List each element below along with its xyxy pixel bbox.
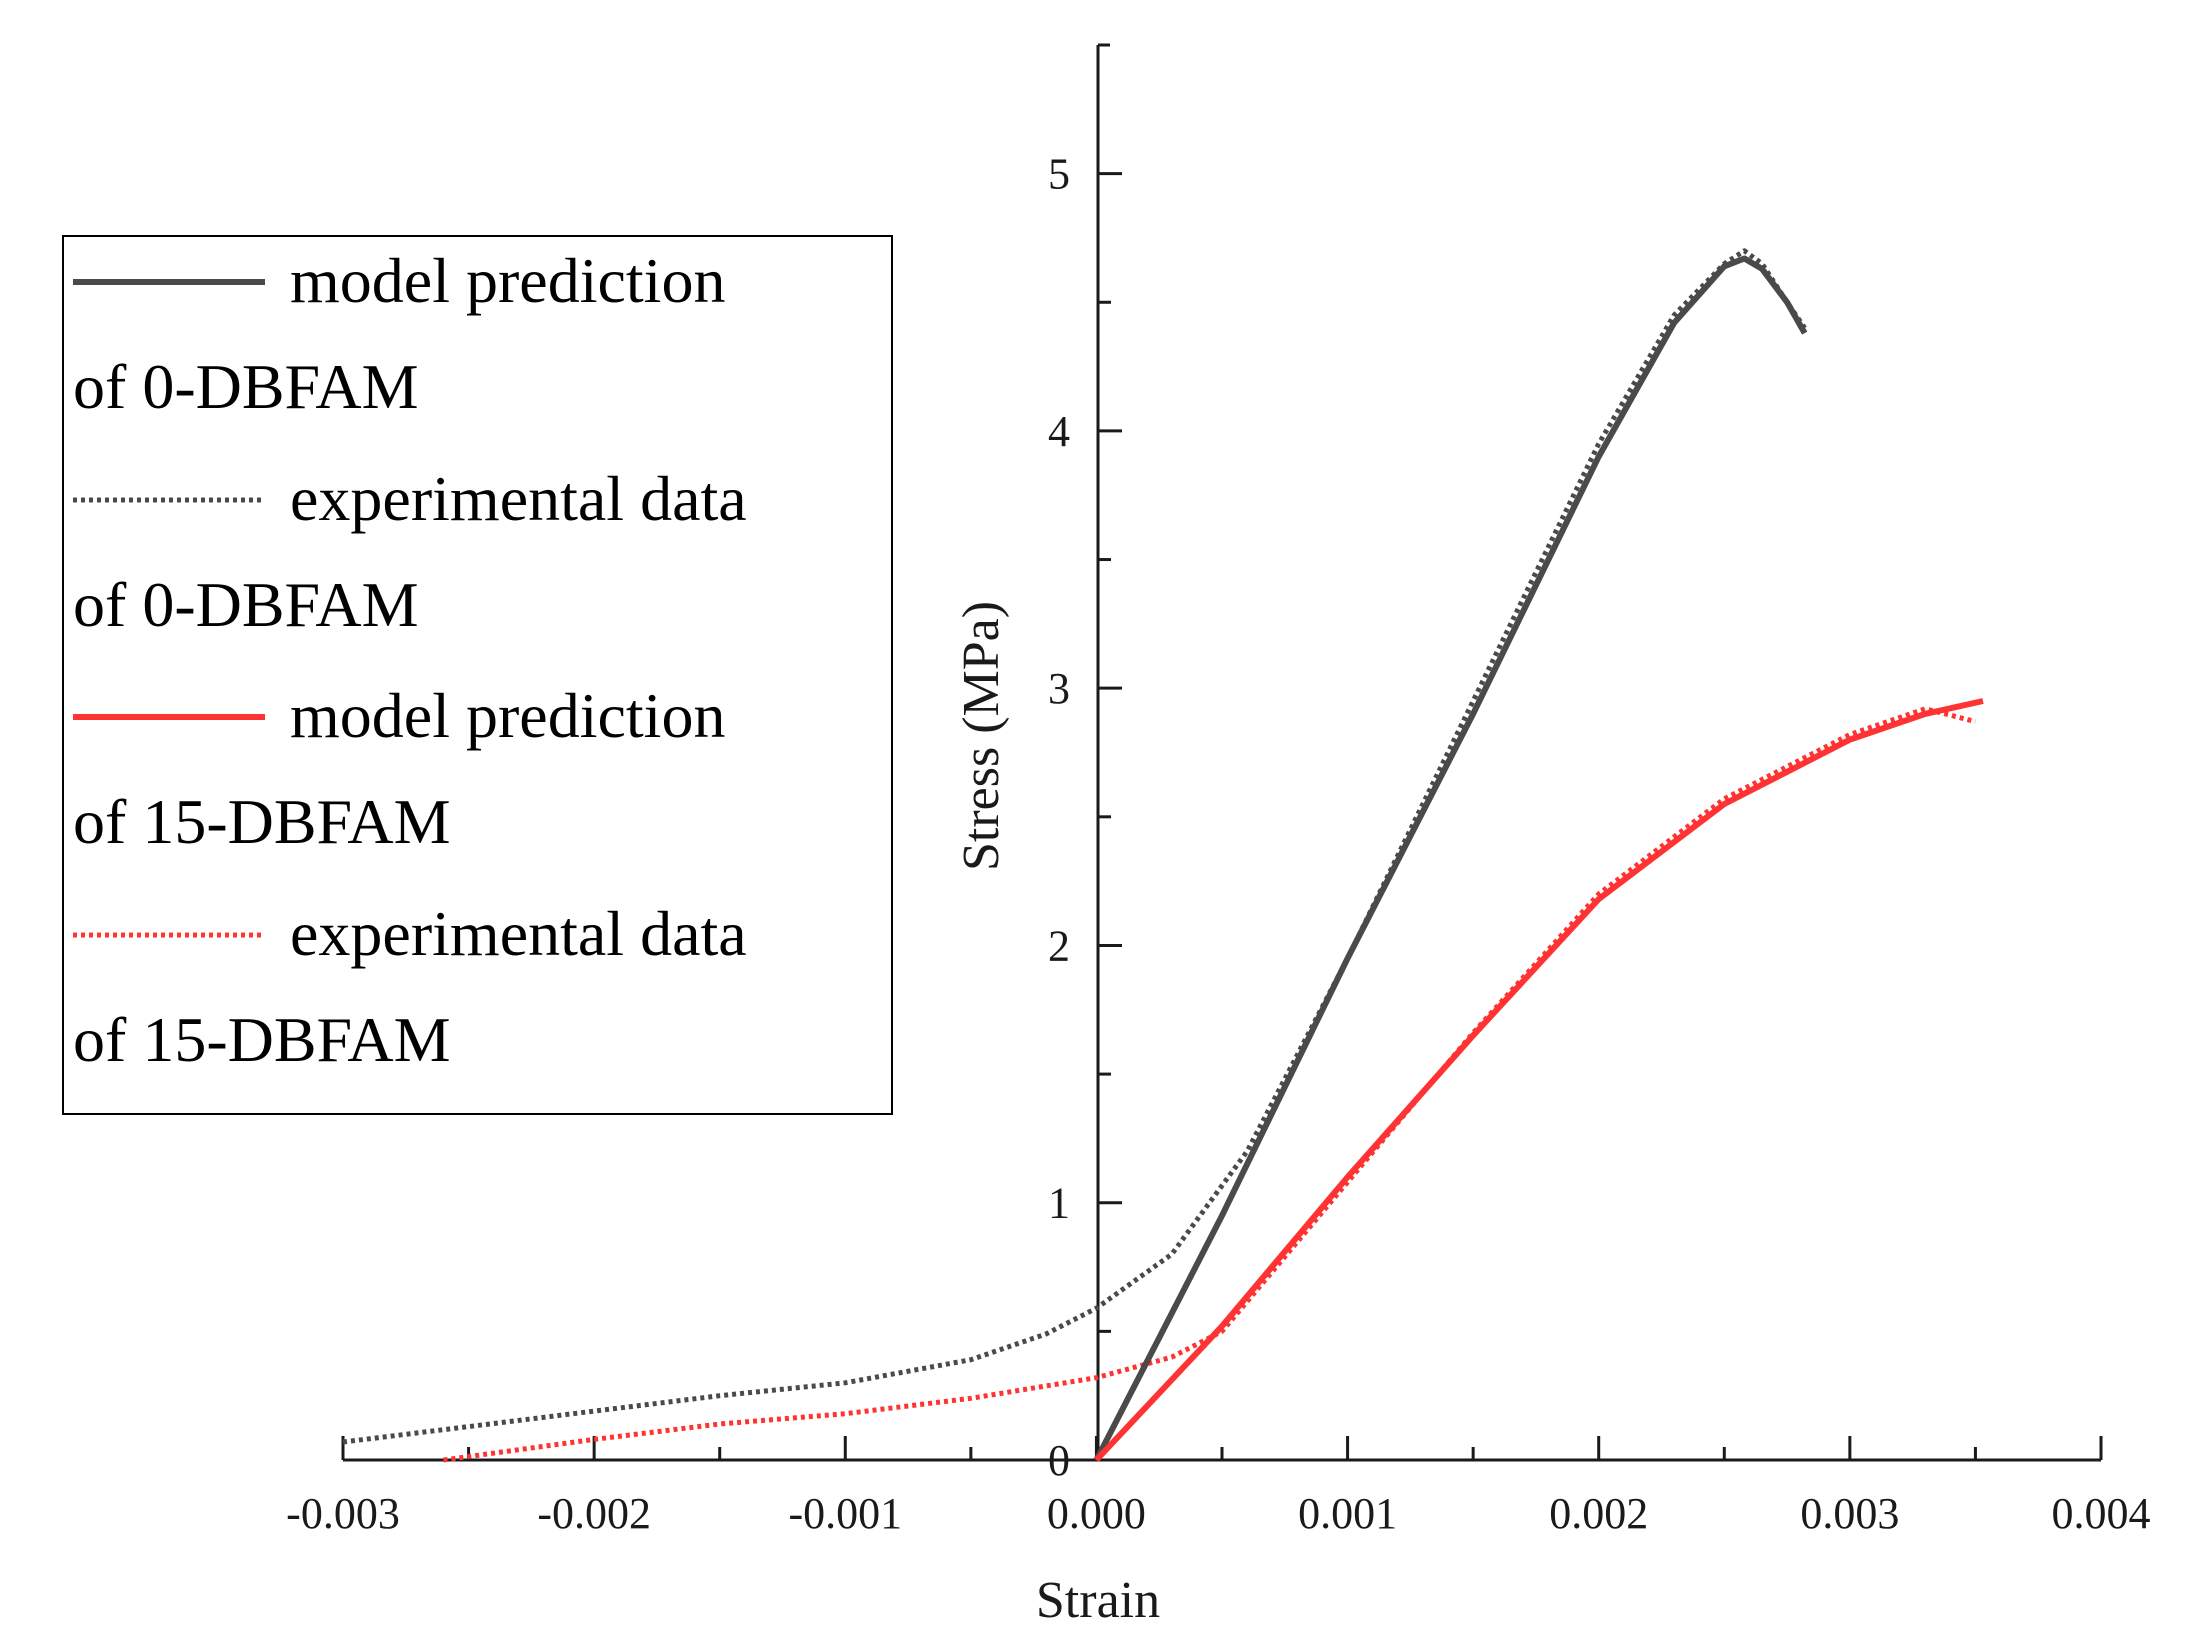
legend-label: of 15-DBFAM	[73, 786, 451, 857]
y-tick-label: 5	[1048, 150, 1070, 199]
x-axis: -0.003 -0.002 -0.001 0.000 0.001 0.002 0.003 0.…	[286, 1436, 2151, 1538]
x-axis-title: Strain	[1036, 1572, 1160, 1629]
legend: model prediction of 0-DBFAM experimental d…	[62, 235, 893, 1115]
y-axis-title: Stress (MPa)	[953, 601, 1010, 871]
x-tick-label: -0.001	[788, 1489, 902, 1538]
legend-box	[62, 235, 893, 1115]
series-line-2	[342, 248, 1807, 1445]
x-tick-label: 0.004	[2052, 1489, 2151, 1538]
legend-label: of 0-DBFAM	[73, 351, 419, 422]
y-tick-label: 1	[1048, 1179, 1070, 1228]
legend-label: experimental data	[290, 463, 747, 534]
x-tick-label: 0.003	[1800, 1489, 1899, 1538]
y-tick-label: 4	[1048, 407, 1070, 456]
series-line-3	[1094, 698, 1984, 1463]
x-tick-label: 0.000	[1047, 1489, 1146, 1538]
x-tick-label: -0.002	[537, 1489, 651, 1538]
legend-label: model prediction	[290, 680, 725, 751]
x-tick-label: -0.003	[286, 1489, 400, 1538]
x-tick-label: 0.001	[1298, 1489, 1397, 1538]
plot-series	[342, 248, 1984, 1463]
legend-label: model prediction	[290, 245, 725, 316]
series-line-1	[1093, 255, 1808, 1462]
legend-label: of 15-DBFAM	[73, 1004, 451, 1075]
x-tick-label: 0.002	[1549, 1489, 1648, 1538]
series-line-4	[443, 706, 1977, 1463]
y-tick-label: 3	[1048, 664, 1070, 713]
y-tick-label: 0	[1048, 1436, 1070, 1485]
y-axis: 0 1 2 3 4 5	[1048, 43, 1122, 1485]
y-tick-label: 2	[1048, 921, 1070, 970]
legend-label: experimental data	[290, 898, 747, 969]
legend-label: of 0-DBFAM	[73, 569, 419, 640]
